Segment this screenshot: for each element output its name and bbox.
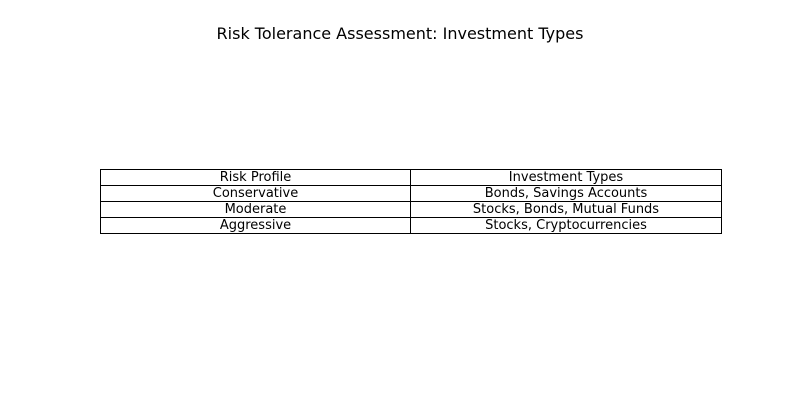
table-cell-risk-profile: Aggressive <box>100 217 411 234</box>
table-cell-risk-profile: Conservative <box>100 185 411 202</box>
table-row: Conservative Bonds, Savings Accounts <box>100 185 722 202</box>
table-header-row: Risk Profile Investment Types <box>100 169 722 186</box>
table-cell-investment-types: Stocks, Cryptocurrencies <box>410 217 722 234</box>
table-cell-risk-profile: Moderate <box>100 201 411 218</box>
table-row: Aggressive Stocks, Cryptocurrencies <box>100 217 722 234</box>
data-table: Risk Profile Investment Types Conservati… <box>100 169 722 234</box>
column-header-risk-profile: Risk Profile <box>100 169 411 186</box>
table-row: Moderate Stocks, Bonds, Mutual Funds <box>100 201 722 218</box>
chart-title: Risk Tolerance Assessment: Investment Ty… <box>216 24 584 43</box>
table-cell-investment-types: Stocks, Bonds, Mutual Funds <box>410 201 722 218</box>
table-cell-investment-types: Bonds, Savings Accounts <box>410 185 722 202</box>
column-header-investment-types: Investment Types <box>410 169 722 186</box>
